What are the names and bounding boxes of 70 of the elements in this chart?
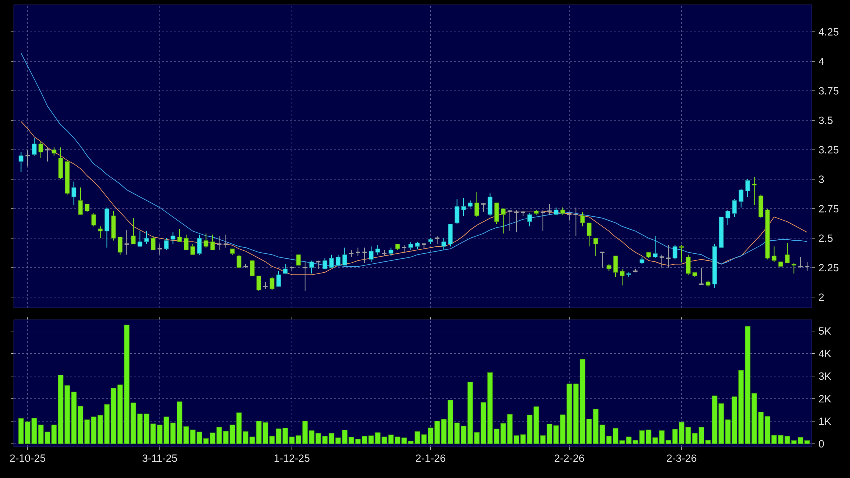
x-tick-label: 2-3-26 — [667, 454, 697, 462]
candlestick — [170, 232, 176, 245]
candlestick — [653, 236, 658, 259]
candlestick — [236, 254, 242, 268]
y-tick-label: 5K — [819, 328, 832, 335]
candlestick — [283, 264, 288, 274]
candlestick — [18, 152, 24, 173]
y-tick-label: 2K — [819, 395, 832, 403]
candlestick — [124, 230, 130, 256]
candlestick — [566, 212, 572, 222]
candlestick — [151, 236, 156, 251]
y-tick-label: 3.25 — [819, 146, 839, 154]
candlestick — [78, 187, 84, 216]
candlestick — [296, 254, 302, 266]
candlestick — [528, 213, 532, 228]
candlestick — [38, 141, 44, 159]
candlestick — [92, 213, 96, 228]
candlestick — [138, 230, 143, 248]
candlestick — [474, 192, 480, 218]
candlestick — [322, 258, 328, 270]
x-tick-label: 1-12-25 — [274, 454, 310, 462]
candlestick — [144, 230, 150, 245]
x-tick-label: 2-2-26 — [554, 454, 584, 462]
y-tick-label: 3 — [819, 176, 824, 184]
candlestick — [594, 238, 598, 257]
candlestick — [310, 260, 314, 274]
candlestick — [131, 218, 136, 245]
x-tick-label: 2-1-26 — [416, 454, 446, 462]
candlestick — [223, 234, 229, 248]
y-tick-label: 4K — [818, 350, 832, 358]
candlestick — [32, 138, 37, 156]
candlestick — [792, 262, 797, 274]
candlestick — [672, 245, 678, 260]
y-tick-label: 4 — [818, 58, 824, 66]
candlestick — [72, 181, 77, 206]
candlestick — [573, 207, 580, 236]
y-tick-label: 2 — [819, 294, 824, 302]
y-tick-label: 2.25 — [819, 264, 839, 272]
y-tick-label: 2.75 — [819, 205, 839, 213]
candlestick — [216, 236, 222, 251]
candlestick — [480, 202, 487, 213]
candlestick — [507, 210, 513, 232]
candlestick — [204, 233, 209, 248]
y-tick-label: 3.75 — [819, 87, 839, 95]
y-tick-label: 1K — [820, 418, 832, 426]
y-tick-label: 2.5 — [819, 234, 833, 242]
candlestick — [348, 250, 354, 258]
candlestick — [197, 234, 202, 256]
candlestick — [270, 276, 275, 291]
candlestick — [276, 271, 282, 288]
candlestick — [659, 254, 665, 268]
candlestick — [210, 234, 216, 251]
candlestick — [164, 238, 169, 251]
y-tick-label: 3.5 — [819, 116, 833, 124]
candlestick — [98, 226, 103, 239]
candlestick — [382, 250, 388, 257]
candlestick — [104, 207, 110, 248]
y-tick-label: 4.25 — [818, 28, 839, 36]
candlestick — [679, 245, 684, 262]
candlestick — [752, 176, 757, 206]
candlestick — [798, 256, 804, 268]
candlestick — [25, 150, 31, 167]
candlestick — [402, 245, 408, 253]
x-tick-label: 3-11-25 — [142, 454, 178, 462]
candlestick — [804, 262, 810, 272]
candlestick — [488, 193, 493, 216]
x-tick-label: 2-10-25 — [10, 454, 46, 462]
candlestick — [546, 204, 553, 216]
y-tick-label: 0 — [819, 440, 824, 448]
y-tick-label: 3K — [819, 372, 832, 380]
